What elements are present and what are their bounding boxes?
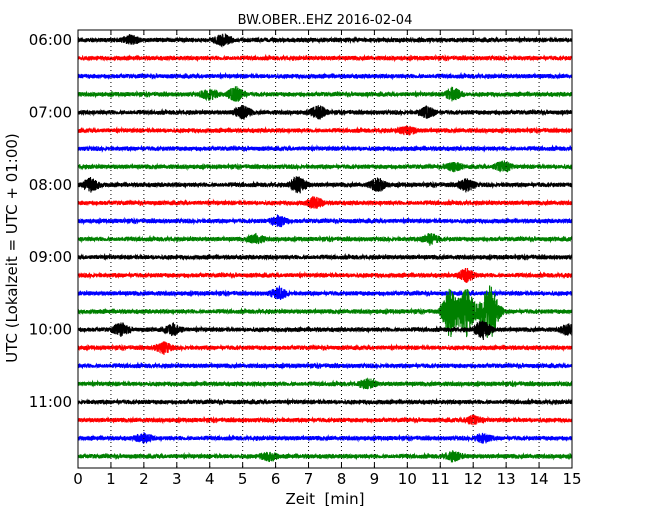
y-axis-ticks: 06:00 07:00 08:00 09:00 10:00 11:00 [29, 31, 83, 411]
y-axis-label: UTC (Lokalzeit = UTC + 01:00) [3, 133, 21, 363]
x-axis-label: Zeit [min] [285, 490, 364, 508]
trace-0900 [77, 252, 573, 262]
y-tick-label-1100: 11:00 [29, 393, 72, 411]
traces-group [77, 32, 573, 463]
x-tick-label-7: 7 [304, 470, 314, 488]
x-tick-label-11: 11 [431, 470, 450, 488]
trace-0630 [77, 71, 573, 81]
trace-0800 [77, 176, 573, 194]
x-tick-label-6: 6 [271, 470, 281, 488]
trace-0715 [77, 125, 573, 136]
chart-title: BW.OBER..EHZ 2016-02-04 [238, 13, 413, 28]
trace-0730 [77, 144, 573, 153]
trace-0930 [77, 284, 573, 301]
trace-0845 [77, 232, 573, 246]
x-tick-label-2: 2 [139, 470, 149, 488]
trace-0830 [77, 214, 573, 228]
y-tick-label-0700: 07:00 [29, 103, 72, 121]
trace-1045 [77, 377, 573, 390]
trace-1130 [77, 432, 573, 444]
x-tick-label-1: 1 [106, 470, 116, 488]
trace-0945 [77, 285, 573, 338]
y-tick-label-0900: 09:00 [29, 248, 72, 266]
x-axis-ticks: 0 1 2 3 4 5 6 7 8 9 10 11 12 13 14 15 [73, 30, 582, 488]
y-tick-label-0600: 06:00 [29, 31, 72, 49]
trace-1100 [77, 397, 573, 407]
trace-0815 [77, 195, 573, 210]
x-tick-label-0: 0 [73, 470, 83, 488]
trace-0700 [77, 105, 573, 120]
x-tick-label-3: 3 [172, 470, 182, 488]
x-tick-label-13: 13 [497, 470, 516, 488]
trace-1145 [77, 450, 573, 463]
trace-0600 [77, 32, 573, 48]
trace-1115 [77, 414, 573, 426]
x-tick-label-4: 4 [205, 470, 215, 488]
trace-1030 [77, 361, 573, 371]
x-tick-label-12: 12 [464, 470, 483, 488]
x-tick-label-10: 10 [398, 470, 417, 488]
trace-0645 [77, 86, 573, 102]
x-tick-label-9: 9 [370, 470, 380, 488]
x-tick-label-14: 14 [530, 470, 549, 488]
trace-1000 [77, 320, 573, 341]
y-tick-label-1000: 10:00 [29, 321, 72, 339]
trace-0915 [77, 267, 573, 283]
trace-0615 [77, 53, 573, 63]
plot-frame [77, 29, 573, 469]
x-tick-label-8: 8 [337, 470, 347, 488]
trace-0745 [77, 160, 573, 173]
trace-1015 [77, 341, 573, 355]
y-tick-label-0800: 08:00 [29, 176, 72, 194]
x-tick-label-15: 15 [562, 470, 581, 488]
x-tick-label-5: 5 [238, 470, 248, 488]
